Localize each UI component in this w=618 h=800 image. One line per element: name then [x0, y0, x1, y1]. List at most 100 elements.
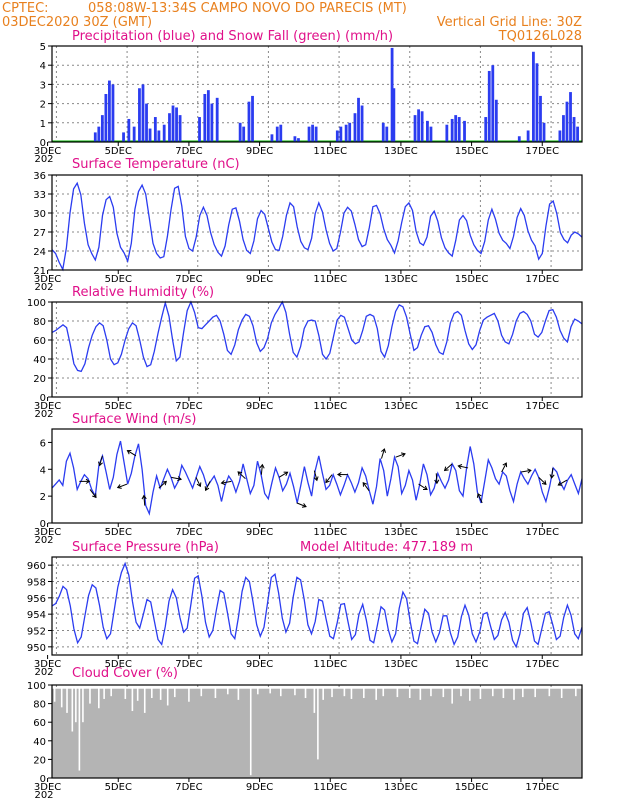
- precip-bar: [247, 101, 251, 142]
- precip-bar: [385, 126, 389, 142]
- wind-title: Surface Wind (m/s): [72, 412, 196, 427]
- wind-vector-shaft: [395, 453, 406, 458]
- wind-vector-shaft: [418, 483, 428, 490]
- wind-vector-shaft: [237, 471, 246, 480]
- y-tick-label: 1: [40, 119, 46, 130]
- precip-bar: [457, 117, 461, 142]
- precip-bar: [93, 132, 97, 142]
- y-tick-label: 80: [33, 317, 46, 328]
- precip-bar: [242, 126, 246, 142]
- x-tick-label: 17DEC: [525, 527, 559, 538]
- precip-bar: [178, 115, 182, 142]
- x-tick-label: 13DEC: [384, 401, 418, 412]
- precip-bar: [148, 128, 152, 142]
- cloud-cover-dip: [363, 688, 365, 699]
- x-tick-label: 17DEC: [525, 401, 559, 412]
- wind-vector-shaft: [325, 474, 333, 483]
- cloud-cover-dip: [78, 688, 81, 771]
- precip-bar: [450, 118, 454, 142]
- precip-bar: [463, 120, 466, 142]
- wind-vector-head: [126, 450, 132, 455]
- x-year-label: 202: [34, 409, 53, 420]
- cloud-title: Cloud Cover (%): [72, 666, 178, 681]
- cloud-cover-dip: [60, 688, 63, 708]
- precip-bar: [215, 97, 219, 142]
- header-model-code: TQ0126L028: [498, 29, 582, 44]
- cloud-cover-dip: [124, 688, 127, 699]
- wind-vector-head: [313, 476, 319, 482]
- precip-bar: [153, 117, 157, 142]
- wind-vector-shaft: [260, 464, 263, 475]
- wind-vector-shaft: [551, 467, 554, 478]
- wind-vector-shaft: [158, 481, 167, 489]
- cloud-cover-dip: [131, 688, 134, 712]
- cloud-cover-dip: [317, 688, 319, 760]
- header-grid-line: Vertical Grid Line: 30Z: [437, 15, 582, 30]
- wind-vector-shaft: [477, 493, 483, 504]
- precip-bar: [353, 113, 357, 142]
- x-year-label: 202: [34, 282, 53, 293]
- wind-vector-shaft: [520, 469, 532, 473]
- precip-bar: [542, 122, 546, 142]
- x-tick-label: 17DEC: [525, 146, 559, 157]
- precip-bar: [311, 124, 314, 142]
- cloud-cover-dip: [71, 688, 74, 732]
- precip-bar: [413, 115, 417, 142]
- wind-vector-shaft: [171, 476, 182, 480]
- x-year-label: 202: [34, 535, 53, 546]
- precip-bar: [127, 118, 131, 142]
- x-tick-label: 3DEC: [34, 659, 61, 670]
- x-tick-label: 7DEC: [175, 401, 202, 412]
- x-tick-label: 9DEC: [246, 401, 273, 412]
- x-tick-label: 7DEC: [175, 274, 202, 285]
- x-tick-label: 3DEC: [34, 146, 61, 157]
- wind-vector-head: [196, 482, 202, 488]
- y-tick-label: 20: [33, 374, 46, 385]
- cloud-cover-dip: [304, 688, 307, 699]
- cloud-cover-dip: [560, 688, 563, 699]
- wind-vector-head: [336, 471, 342, 478]
- wind-vector-shaft: [296, 502, 307, 508]
- precip-bar: [526, 130, 530, 142]
- wind-vector-shaft: [538, 476, 547, 485]
- precip-bar: [381, 122, 385, 142]
- precip-bar: [141, 84, 145, 142]
- y-tick-label: 100: [27, 681, 46, 692]
- precip-bar: [297, 138, 300, 142]
- x-tick-label: 5DEC: [105, 527, 132, 538]
- cloud-cover-dip: [534, 688, 536, 698]
- precip-bar: [535, 63, 539, 142]
- x-tick-label: 11DEC: [313, 782, 347, 793]
- wind-vector-head: [325, 478, 330, 484]
- y-tick-label: 60: [33, 718, 46, 729]
- precip-bar: [517, 136, 521, 142]
- precip-bar: [445, 124, 449, 142]
- panel-frame: [51, 45, 583, 143]
- cloud-cover-dip: [419, 688, 422, 700]
- cloud-cover-dip: [451, 688, 453, 704]
- pressure-title: Surface Pressure (hPa): [72, 540, 219, 555]
- x-tick-label: 13DEC: [384, 527, 418, 538]
- y-tick-label: 40: [33, 355, 46, 366]
- x-tick-label: 15DEC: [455, 527, 489, 538]
- wind-vector-shaft: [558, 479, 568, 486]
- cloud-cover-dip: [313, 688, 316, 713]
- cloud-cover-dip: [226, 688, 229, 695]
- x-tick-label: 15DEC: [455, 782, 489, 793]
- cloud-cover-dip: [548, 688, 551, 697]
- cloud-cover-dip: [188, 688, 190, 702]
- wind-vector-head: [541, 480, 547, 485]
- x-tick-label: 13DEC: [384, 659, 418, 670]
- cloud-cover-dip: [375, 688, 377, 700]
- y-tick-label: 0: [40, 774, 46, 785]
- x-tick-label: 17DEC: [525, 274, 559, 285]
- precip-bar: [390, 47, 394, 142]
- precip-bar: [238, 122, 242, 142]
- wind-vector-head: [362, 481, 368, 487]
- x-year-label: 202: [34, 667, 53, 678]
- precip-bar: [339, 126, 343, 142]
- precip-bar: [426, 120, 429, 142]
- precip-bar: [293, 136, 297, 142]
- y-tick-label: 0: [40, 138, 46, 149]
